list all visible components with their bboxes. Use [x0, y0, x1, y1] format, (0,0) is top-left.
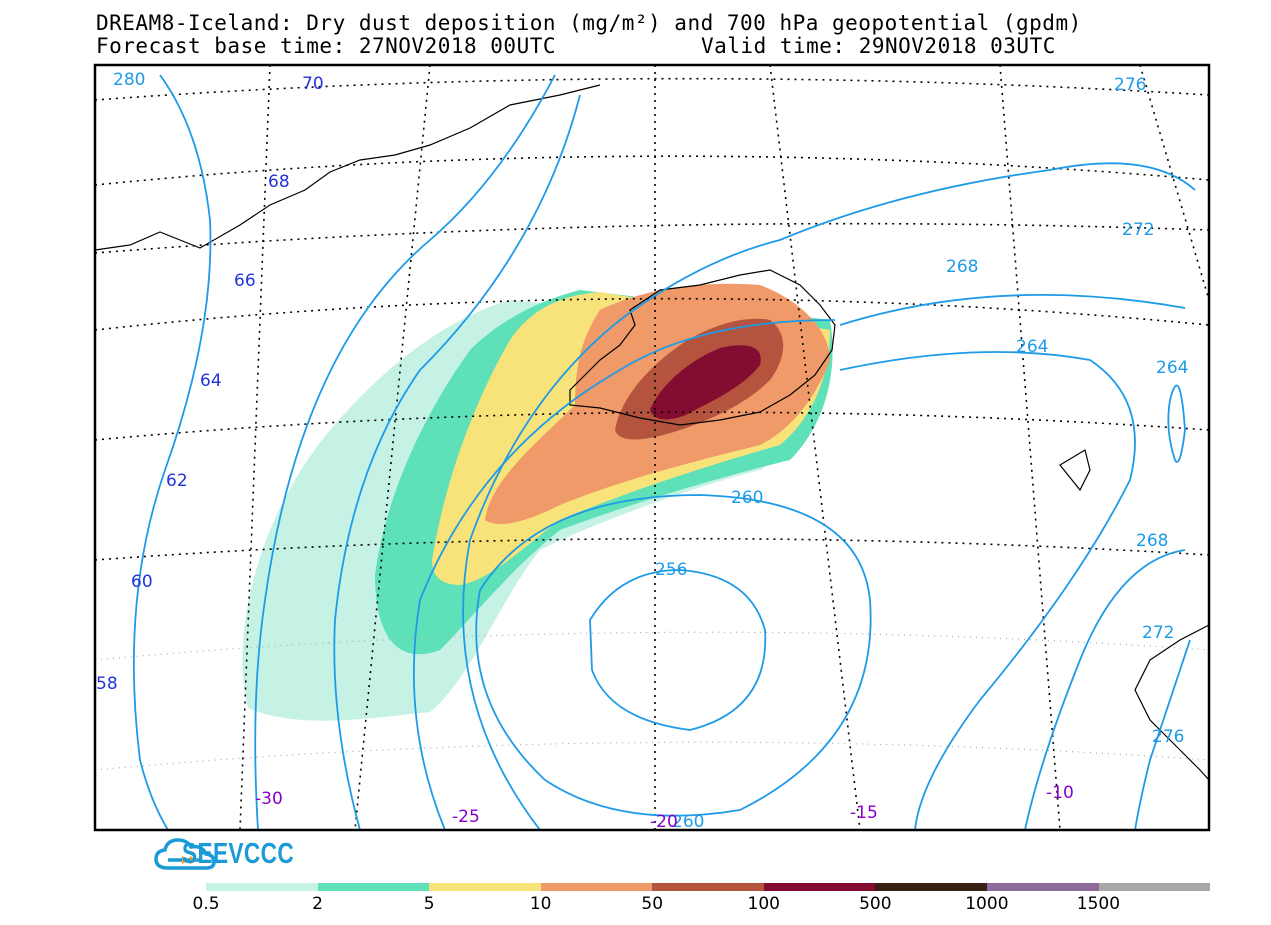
- legend-tick-label: 50: [641, 894, 664, 914]
- geopotential-labels: 280 276 272 268 264 260 256 260 264 268 …: [113, 70, 1188, 832]
- lon-label-m30: -30: [255, 789, 283, 809]
- geopotential-contours: [132, 74, 1196, 830]
- legend-swatch: [875, 883, 987, 891]
- coastlines: [95, 84, 1209, 781]
- graticule-minor: [95, 631, 1209, 771]
- dust-field-100: [650, 345, 761, 420]
- legend-tick-label: 5: [423, 894, 435, 914]
- time-info: Forecast base time: 27NOV2018 00UTC Valid…: [96, 34, 1055, 58]
- lon-label-m15: -15: [850, 803, 878, 823]
- contour-label-280: 280: [113, 70, 145, 90]
- contour-label-268: 268: [946, 257, 978, 277]
- contour-label-256: 256: [655, 560, 687, 580]
- legend-tick-label: 0.5: [192, 894, 220, 914]
- contour-label-272: 272: [1122, 220, 1154, 240]
- map-frame: [93, 63, 1211, 832]
- contour-label-276-east: 276: [1152, 727, 1184, 747]
- lat-label-60: 60: [131, 572, 153, 592]
- legend-swatch: [1098, 883, 1211, 891]
- contour-label-260: 260: [731, 488, 763, 508]
- lat-label-58: 58: [96, 674, 118, 694]
- contour-label-272-east: 272: [1142, 623, 1174, 643]
- legend-tick-label: 500: [859, 894, 892, 914]
- contour-label-276: 276: [1114, 75, 1146, 95]
- seevccc-logo: [154, 838, 216, 870]
- legend-swatch: [540, 883, 653, 891]
- contour-label-268-east: 268: [1136, 531, 1168, 551]
- contour-label-264-east: 264: [1156, 358, 1188, 378]
- contour-label-260-south: 260: [672, 812, 704, 832]
- lat-label-64: 64: [200, 371, 222, 391]
- iceland-coast: [569, 269, 836, 426]
- legend-tick-label: 100: [747, 894, 780, 914]
- legend-swatch: [986, 883, 1099, 891]
- contour-label-264: 264: [1016, 337, 1048, 357]
- longitude-labels: -30 -25 -20 -15 -10: [255, 783, 1074, 832]
- lon-label-m10: -10: [1046, 783, 1074, 803]
- graticule-major: [95, 65, 1209, 830]
- latitude-labels: 70 68 66 64 62 60 58: [96, 74, 324, 694]
- lon-label-m25: -25: [452, 807, 480, 827]
- legend-swatch: [206, 883, 318, 891]
- lon-label-m20: -20: [650, 812, 678, 832]
- greenland-coast: [95, 84, 601, 251]
- legend-tick-label: 10: [529, 894, 552, 914]
- lat-label-66: 66: [234, 271, 256, 291]
- legend-tick-label: 2: [312, 894, 323, 914]
- valid-time: Valid time: 29NOV2018 03UTC: [701, 34, 1056, 58]
- legend-swatch: [652, 883, 764, 891]
- norway-coast: [1134, 624, 1209, 781]
- brand-name: SEEVCCC: [182, 838, 295, 870]
- base-time: Forecast base time: 27NOV2018 00UTC: [96, 34, 557, 58]
- lat-label-62: 62: [166, 471, 188, 491]
- legend-swatch: [429, 883, 541, 891]
- legend-tick-label: 1000: [965, 894, 1009, 914]
- lat-label-68: 68: [268, 172, 290, 192]
- lat-label-70: 70: [302, 74, 324, 94]
- legend-swatch: [317, 883, 430, 891]
- legend-swatch: [763, 883, 876, 891]
- faroe-islands: [1059, 449, 1091, 492]
- color-legend: [206, 883, 1211, 891]
- legend-tick-label: 1500: [1076, 894, 1121, 914]
- map-title: DREAM8-Iceland: Dry dust deposition (mg/…: [96, 11, 1082, 35]
